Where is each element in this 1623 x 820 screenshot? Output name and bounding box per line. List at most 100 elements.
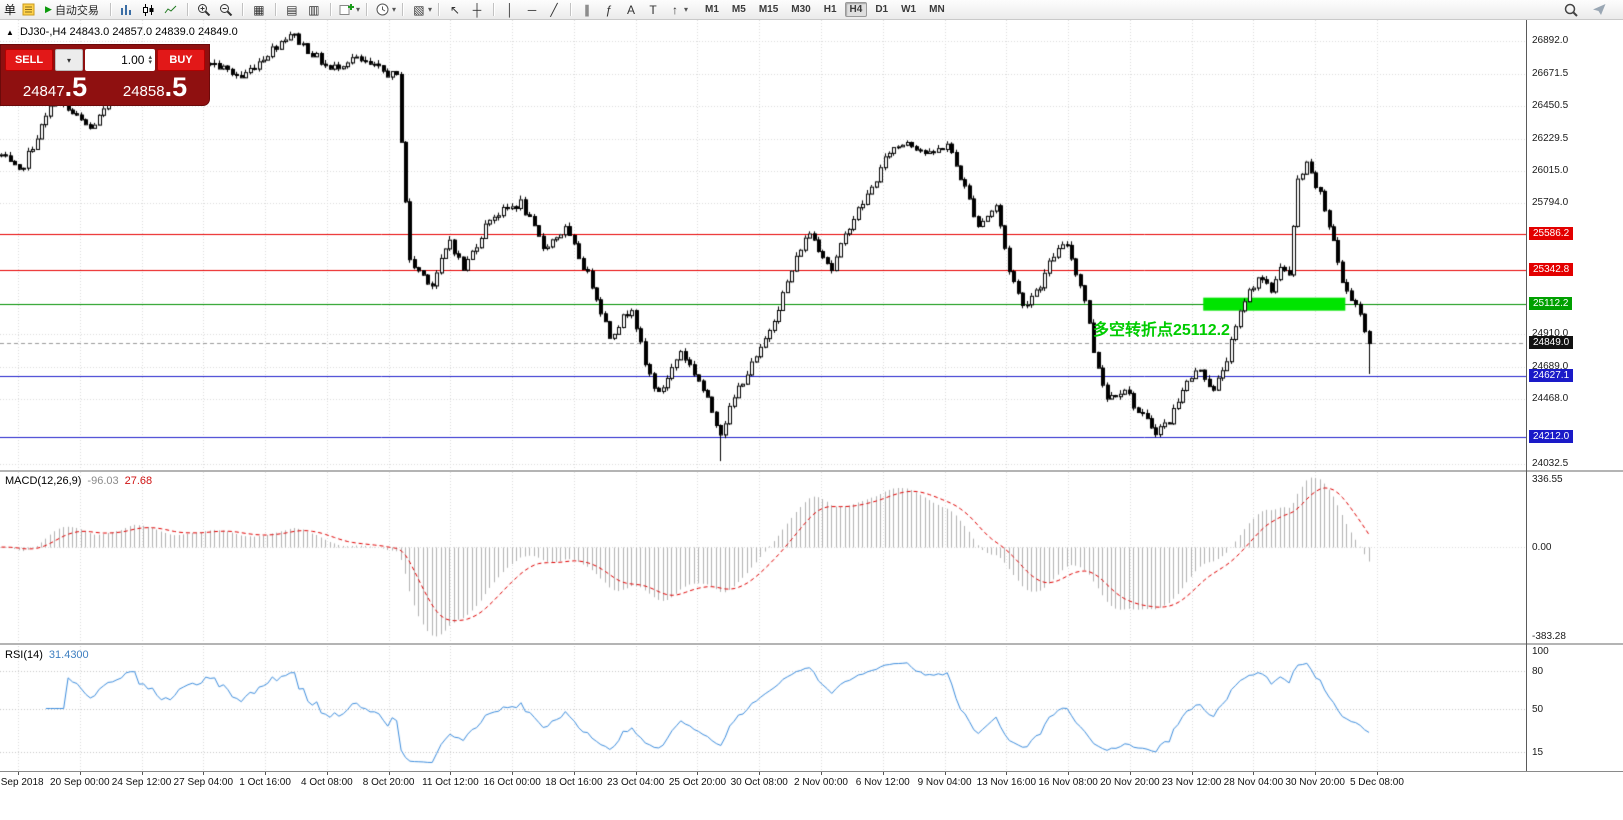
tile-windows-icon[interactable]: ▦	[253, 2, 265, 17]
crosshair-icon[interactable]: ┼	[472, 2, 482, 17]
panel-splitter[interactable]	[0, 470, 1623, 472]
chevron-down-icon[interactable]: ▾	[391, 5, 396, 14]
symbol-info: ▲ DJ30-,H4 24843.0 24857.0 24839.0 24849…	[6, 26, 238, 38]
time-axis-label: 2 Nov 00:00	[794, 777, 848, 788]
price-axis-label: 24910.0	[1532, 328, 1569, 340]
volume-stepper[interactable]: ▴ ▾	[148, 54, 152, 66]
price-level-badge: 25586.2	[1529, 227, 1574, 241]
arrows-tool-icon[interactable]: ↑	[671, 2, 678, 17]
chart-annotation-text[interactable]: 多空转折点25112.2	[1093, 322, 1230, 339]
price-axis-label: 24032.5	[1532, 457, 1569, 469]
panel-splitter[interactable]	[0, 643, 1623, 645]
time-axis-label: 23 Oct 04:00	[607, 777, 665, 788]
macd-hist-value: -96.03	[87, 475, 119, 487]
order-type-dropdown[interactable]: ▾	[55, 49, 83, 71]
play-icon: ▶	[45, 4, 52, 14]
time-axis-label: 18 Oct 16:00	[545, 777, 603, 788]
sell-price-main: 24847	[22, 83, 65, 100]
vertical-line-icon[interactable]: │	[506, 2, 514, 17]
time-axis-label: 16 Oct 00:00	[483, 777, 541, 788]
timeframe-button-h1[interactable]: H1	[823, 4, 837, 15]
candlestick-chart-icon[interactable]	[139, 1, 159, 18]
time-axis-label: 9 Nov 04:00	[917, 777, 972, 788]
rsi-indicator-canvas[interactable]	[0, 646, 1526, 771]
chevron-down-icon[interactable]: ▾	[683, 5, 688, 14]
fibonacci-icon[interactable]: ƒ	[605, 2, 613, 17]
price-level-badge: 24212.0	[1529, 430, 1574, 444]
chevron-down-icon[interactable]: ▾	[427, 5, 432, 14]
horizontal-line-icon[interactable]: ─	[527, 2, 537, 17]
chevron-down-icon[interactable]: ▾	[355, 5, 360, 14]
time-tick	[512, 772, 513, 775]
template-icon[interactable]: ▧	[413, 2, 425, 17]
rsi-axis-label: 15	[1532, 747, 1544, 759]
time-axis-label: 27 Sep 04:00	[173, 777, 234, 788]
macd-indicator-canvas[interactable]	[0, 472, 1526, 642]
time-axis-label: 11 Oct 12:00	[422, 777, 479, 788]
period-clock-icon[interactable]	[373, 1, 393, 18]
price-axis-label: 26450.5	[1532, 100, 1569, 112]
timeframe-button-mn[interactable]: MN	[929, 4, 945, 15]
time-tick	[142, 772, 143, 775]
timeframe-button-m30[interactable]: M30	[791, 4, 811, 15]
trendline-icon[interactable]: ╱	[550, 2, 558, 17]
timeframe-button-d1[interactable]: D1	[875, 4, 889, 15]
main-chart-canvas[interactable]	[0, 20, 1526, 470]
price-axis-label: 24468.0	[1532, 393, 1569, 405]
one-click-trading-panel: SELL ▾ 1.00 ▴ ▾ BUY 24847.5 24858.5	[0, 44, 210, 106]
time-tick	[327, 772, 328, 775]
sell-price[interactable]: 24847.5	[5, 73, 105, 101]
timeframe-button-h4[interactable]: H4	[844, 2, 868, 17]
auto-trading-button[interactable]: ▶ 自动交易	[40, 1, 104, 18]
time-axis-label: 23 Nov 12:00	[1161, 777, 1222, 788]
cursor-icon[interactable]: ↖	[449, 2, 461, 17]
time-tick	[1006, 772, 1007, 775]
rsi-header: RSI(14) 31.4300	[5, 649, 89, 661]
timeframe-button-m15[interactable]: M15	[758, 4, 779, 15]
buy-price[interactable]: 24858.5	[105, 73, 205, 101]
line-chart-icon[interactable]	[161, 1, 181, 18]
time-tick	[1068, 772, 1069, 775]
rsi-label: RSI(14)	[5, 649, 43, 661]
symbol-ohlc-text: DJ30-,H4 24843.0 24857.0 24839.0 24849.0	[19, 26, 238, 38]
tile-vertical-icon[interactable]: ▥	[308, 2, 320, 17]
buy-button[interactable]: BUY	[157, 49, 205, 71]
panel-collapse-icon[interactable]: ▲	[6, 28, 14, 37]
separator	[241, 3, 243, 16]
search-icon[interactable]	[1561, 1, 1581, 18]
new-order-icon[interactable]	[18, 1, 38, 18]
price-axis[interactable]: 26892.0 26671.5 26450.5 26229.5 26015.0 25794…	[1527, 0, 1623, 820]
time-axis-label: 4 Oct 08:00	[300, 777, 353, 788]
separator	[329, 3, 331, 16]
price-axis-label: 26015.0	[1532, 164, 1569, 176]
timeframe-button-m5[interactable]: M5	[731, 4, 746, 15]
label-tool-icon[interactable]: T	[649, 2, 657, 17]
time-axis-label: 8 Oct 20:00	[362, 777, 415, 788]
time-axis-label: 16 Nov 08:00	[1038, 777, 1098, 788]
macd-axis-min: -383.28	[1532, 631, 1566, 642]
text-tool-icon[interactable]: A	[626, 2, 635, 17]
timeframe-button-m1[interactable]: M1	[705, 4, 719, 15]
time-axis-label: 24 Sep 12:00	[111, 777, 172, 788]
separator	[274, 3, 276, 16]
spin-up-icon[interactable]: ▴	[148, 54, 152, 61]
zoom-out-icon[interactable]	[216, 1, 236, 18]
bar-chart-icon[interactable]	[117, 1, 137, 18]
timeframe-button-w1[interactable]: W1	[901, 4, 917, 15]
time-tick	[1377, 772, 1378, 775]
price-axis-label: 25794.0	[1532, 197, 1569, 209]
time-axis-label: 1 Oct 16:00	[239, 777, 291, 788]
time-tick	[1253, 772, 1254, 775]
time-axis-label: 20 Nov 20:00	[1100, 777, 1160, 788]
cascade-windows-icon[interactable]: ▤	[286, 2, 298, 17]
zoom-in-icon[interactable]	[194, 1, 214, 18]
new-chart-icon[interactable]	[337, 1, 357, 18]
channel-icon[interactable]: ∥	[583, 2, 590, 17]
sell-button[interactable]: SELL	[5, 49, 53, 71]
time-axis-label: 6 Nov 12:00	[855, 777, 910, 788]
send-icon[interactable]	[1589, 1, 1609, 18]
volume-input[interactable]: 1.00 ▴ ▾	[85, 49, 155, 71]
spin-down-icon[interactable]: ▾	[148, 59, 152, 66]
orders-menu-label[interactable]: 单	[4, 3, 17, 17]
